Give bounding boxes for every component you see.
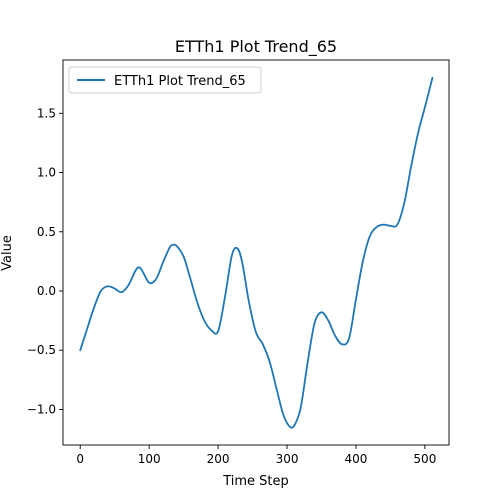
y-tick-label: −0.5 [27, 343, 56, 357]
series-layer [79, 76, 434, 429]
y-tick-label: 0.5 [37, 225, 56, 239]
y-tick-label: 1.0 [37, 166, 56, 180]
x-tick-label: 500 [413, 452, 436, 466]
x-tick-label: 200 [207, 452, 230, 466]
chart-title: ETTh1 Plot Trend_65 [175, 37, 337, 57]
plot-area [62, 59, 450, 446]
y-tick-label: −1.0 [27, 402, 56, 416]
x-tick-label: 400 [344, 452, 367, 466]
series-line-etth1-trend [79, 76, 434, 429]
x-axis-label: Time Step [222, 474, 289, 489]
x-tick-label: 100 [138, 452, 161, 466]
legend-box [68, 66, 262, 94]
y-axis-ticks: −1.0 −0.5 0.0 0.5 1.0 1.5 [27, 106, 63, 416]
x-axis-ticks: 0 100 200 300 400 500 [76, 445, 436, 466]
x-tick-label: 300 [276, 452, 299, 466]
y-tick-label: 0.0 [37, 284, 56, 298]
y-axis-label: Value [0, 235, 15, 271]
legend-label: ETTh1 Plot Trend_65 [114, 74, 246, 89]
legend: ETTh1 Plot Trend_65 [68, 66, 262, 94]
plot-frame [62, 59, 450, 446]
y-tick-label: 1.5 [37, 106, 56, 120]
x-tick-label: 0 [76, 452, 84, 466]
